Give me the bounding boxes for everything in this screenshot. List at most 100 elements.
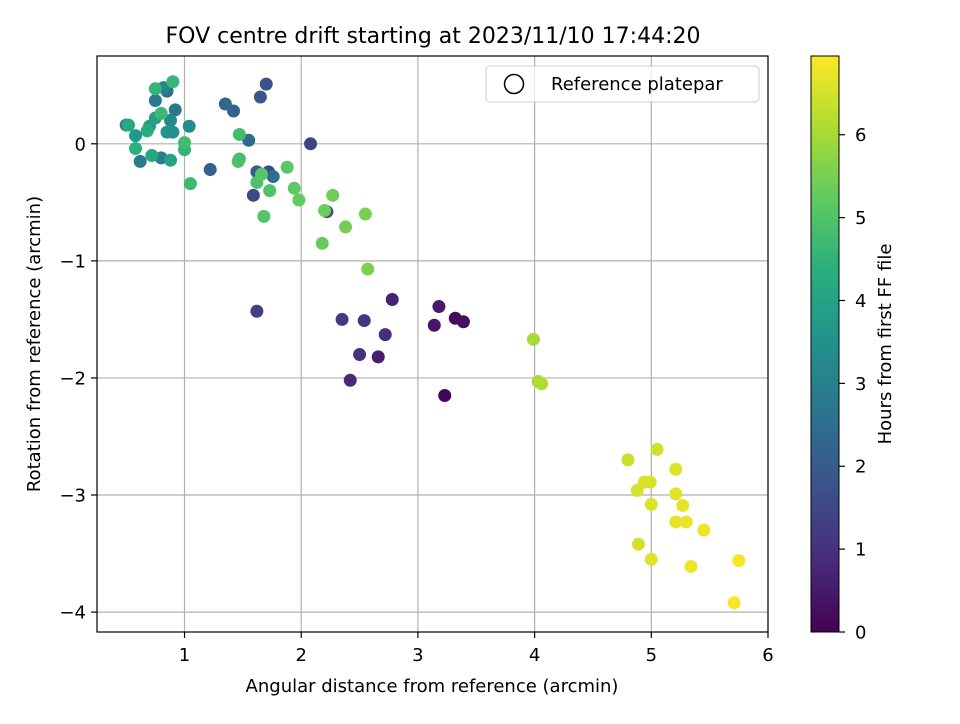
x-tick-label: 5 xyxy=(646,645,657,666)
x-axis-ticks: 1 2 3 4 5 6 xyxy=(179,632,774,666)
data-point xyxy=(339,220,353,234)
colorbar-tick-label: 6 xyxy=(855,125,866,146)
data-point xyxy=(643,475,657,489)
data-point xyxy=(292,193,306,207)
x-axis-label: Angular distance from reference (arcmin) xyxy=(246,676,619,697)
data-point xyxy=(140,124,154,138)
data-point xyxy=(326,188,340,202)
data-point xyxy=(358,207,372,221)
data-point xyxy=(385,293,399,307)
data-point xyxy=(650,442,664,456)
colorbar-tick-label: 1 xyxy=(855,540,866,561)
data-point xyxy=(679,515,693,529)
data-point xyxy=(353,348,367,362)
data-point xyxy=(438,389,452,403)
data-point xyxy=(178,136,192,150)
data-point xyxy=(526,332,540,346)
data-point xyxy=(166,75,180,89)
y-tick-label: −3 xyxy=(59,486,86,507)
legend-entry-reference-platepar: Reference platepar xyxy=(551,74,723,95)
data-point xyxy=(357,314,371,328)
y-tick-label: −1 xyxy=(59,251,86,272)
data-point xyxy=(456,315,470,329)
y-axis-ticks: 0 −1 −2 −3 −4 xyxy=(59,134,97,624)
data-point xyxy=(361,262,375,276)
x-tick-label: 3 xyxy=(412,645,423,666)
data-point xyxy=(148,93,162,107)
data-point xyxy=(203,163,217,177)
data-point xyxy=(684,559,698,573)
data-point xyxy=(669,487,683,501)
data-point xyxy=(727,596,741,610)
y-tick-label: −2 xyxy=(59,368,86,389)
data-point xyxy=(432,300,446,314)
data-point xyxy=(129,141,143,155)
data-point xyxy=(266,170,280,184)
colorbar-label: Hours from first FF file xyxy=(875,244,896,445)
data-point xyxy=(669,515,683,529)
y-axis-label: Rotation from reference (arcmin) xyxy=(24,196,45,492)
data-point xyxy=(250,304,264,318)
plot-frame xyxy=(96,55,769,633)
data-point xyxy=(122,118,136,132)
data-point xyxy=(148,82,162,96)
y-tick-label: −4 xyxy=(59,603,86,624)
colorbar-tick-label: 4 xyxy=(855,291,866,312)
data-points xyxy=(119,75,746,610)
legend-box xyxy=(485,65,760,103)
colorbar-tick-label: 5 xyxy=(855,208,866,229)
x-tick-label: 2 xyxy=(295,645,306,666)
legend: Reference platepar xyxy=(485,65,760,103)
data-point xyxy=(371,350,385,364)
data-point xyxy=(145,149,159,163)
data-point xyxy=(427,318,441,332)
data-point xyxy=(164,113,178,127)
colorbar-tick-label: 0 xyxy=(855,623,866,644)
data-point xyxy=(287,181,301,195)
data-point xyxy=(255,167,269,181)
data-point xyxy=(231,154,245,168)
data-point xyxy=(242,133,256,147)
data-point xyxy=(232,127,246,141)
data-point xyxy=(246,188,260,202)
data-point xyxy=(318,204,332,218)
data-point xyxy=(732,554,746,568)
data-point xyxy=(669,462,683,476)
data-point xyxy=(160,125,174,139)
data-point xyxy=(644,497,658,511)
data-point xyxy=(164,153,178,167)
data-point xyxy=(304,137,318,151)
data-point xyxy=(263,184,277,198)
data-point xyxy=(335,312,349,326)
data-point xyxy=(315,236,329,250)
data-point xyxy=(129,129,143,143)
data-point xyxy=(259,77,273,91)
x-tick-label: 1 xyxy=(179,645,190,666)
data-point xyxy=(168,103,182,117)
data-point xyxy=(644,552,658,566)
data-point xyxy=(280,160,294,174)
data-point xyxy=(343,373,357,387)
reference-platepar-marker-icon xyxy=(503,73,525,95)
data-point xyxy=(183,177,197,191)
x-tick-label: 4 xyxy=(529,645,540,666)
data-point xyxy=(621,453,635,467)
data-point xyxy=(253,90,267,104)
colorbar-gradient xyxy=(810,55,840,633)
colorbar-ticks: 0 1 2 3 4 5 6 xyxy=(839,125,866,644)
data-point xyxy=(378,328,392,342)
data-point xyxy=(154,106,168,120)
y-tick-label: 0 xyxy=(75,134,86,155)
data-point xyxy=(631,537,645,551)
data-point xyxy=(218,97,232,111)
colorbar-tick-label: 2 xyxy=(855,457,866,478)
data-point xyxy=(182,119,196,133)
data-point xyxy=(133,154,147,168)
data-point xyxy=(676,499,690,513)
grid xyxy=(97,56,769,632)
colorbar-tick-label: 3 xyxy=(855,374,866,395)
data-point xyxy=(697,523,711,537)
x-tick-label: 6 xyxy=(762,645,773,666)
chart-title: FOV centre drift starting at 2023/11/10 … xyxy=(166,24,701,49)
